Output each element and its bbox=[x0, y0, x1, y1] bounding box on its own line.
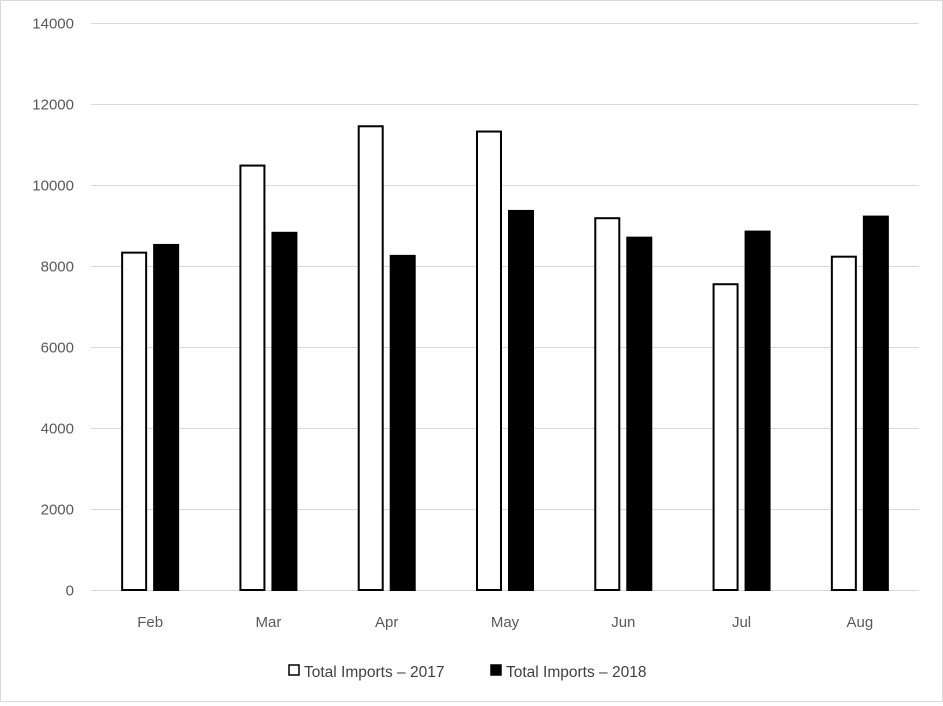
bar-apr-series-2 bbox=[389, 254, 416, 591]
bar-jul-series-1 bbox=[712, 283, 739, 591]
x-tick-label: May bbox=[491, 614, 520, 631]
bar-jul-series-2 bbox=[744, 230, 771, 591]
legend: Total Imports – 2017 Total Imports – 2018 bbox=[288, 664, 646, 681]
y-tick-label: 2000 bbox=[41, 502, 74, 519]
y-tick-label: 12000 bbox=[32, 97, 74, 114]
x-tick-label: Mar bbox=[256, 614, 282, 631]
x-tick-label: Jul bbox=[732, 614, 751, 631]
legend-swatch-series-2 bbox=[490, 664, 502, 676]
x-axis-tick-labels: Feb Mar Apr May Jun Jul Aug bbox=[137, 614, 873, 631]
legend-label-series-1: Total Imports – 2017 bbox=[304, 664, 444, 681]
legend-label-series-2: Total Imports – 2018 bbox=[506, 664, 646, 681]
bar-aug-series-1 bbox=[830, 255, 857, 591]
bar-aug-series-2 bbox=[862, 215, 889, 591]
bar-mar-series-2 bbox=[271, 231, 298, 591]
bar-may-series-2 bbox=[508, 209, 534, 591]
bar-jun-series-1 bbox=[594, 217, 621, 592]
y-tick-label: 14000 bbox=[32, 16, 74, 33]
bars bbox=[121, 125, 889, 592]
x-tick-label: Apr bbox=[375, 614, 398, 631]
bar-may-series-1 bbox=[476, 130, 502, 591]
y-tick-label: 6000 bbox=[41, 340, 74, 357]
x-tick-label: Aug bbox=[847, 614, 874, 631]
x-tick-label: Jun bbox=[611, 614, 635, 631]
y-tick-label: 4000 bbox=[41, 421, 74, 438]
y-tick-label: 0 bbox=[66, 583, 74, 600]
bar-feb-series-2 bbox=[153, 243, 180, 591]
bar-feb-series-1 bbox=[121, 251, 148, 591]
bar-apr-series-1 bbox=[357, 125, 384, 592]
legend-swatch-series-1 bbox=[288, 664, 300, 676]
y-tick-label: 8000 bbox=[41, 259, 74, 276]
y-tick-label: 10000 bbox=[32, 178, 74, 195]
bar-mar-series-1 bbox=[239, 164, 266, 591]
gridlines bbox=[91, 23, 919, 591]
y-axis-tick-labels: 0 2000 4000 6000 8000 10000 12000 14000 bbox=[32, 16, 74, 600]
x-tick-label: Feb bbox=[137, 614, 163, 631]
bar-jun-series-2 bbox=[626, 236, 653, 591]
